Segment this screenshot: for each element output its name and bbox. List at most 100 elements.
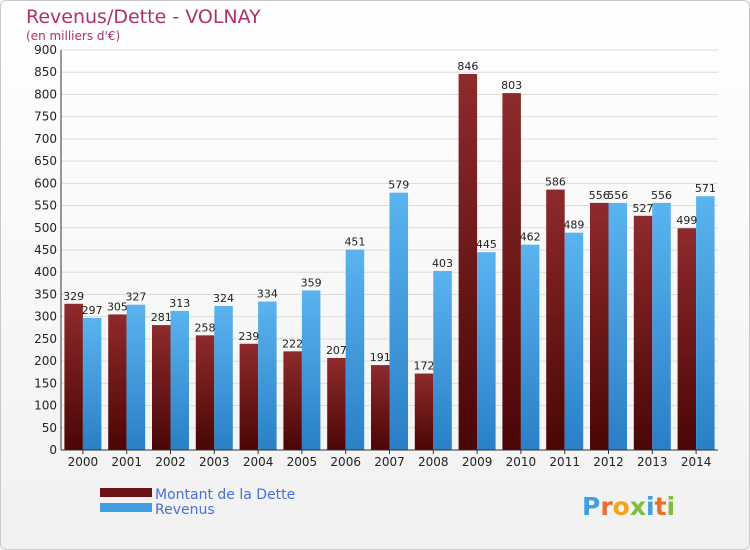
bar-dette-2001 [108,314,127,450]
data-label-dette: 258 [195,321,216,334]
data-label-dette: 305 [107,300,128,313]
chart-title: Revenus/Dette - VOLNAY [26,6,261,28]
bar-dette-2006 [327,358,346,450]
y-tick-label: 300 [34,310,57,324]
chart-subtitle: (en milliers d'€) [26,29,120,43]
y-tick-label: 0 [49,443,57,457]
bar-dette-2008 [414,373,434,450]
bar-revenus-2013 [652,202,671,450]
x-axis-ticks: 2000 2001 2002 2003 2004 2005 2006 2007 2008 2009… [68,450,712,469]
data-label-revenus: 313 [169,297,190,310]
proxiti-logo: Proxiti [582,492,675,521]
y-tick-label: 650 [34,154,57,168]
bar-revenus-2000 [82,318,102,450]
bar-revenus-2006 [345,249,365,450]
data-label-dette: 556 [589,189,610,202]
legend-swatch-dette [100,488,152,497]
data-label-revenus: 556 [607,189,628,202]
legend-label-revenus: Revenus [155,502,215,518]
x-tick-label: 2000 [68,455,99,469]
y-tick-label: 50 [42,421,57,435]
bar-revenus-2012 [608,202,627,450]
bar-dette-2000 [64,303,83,450]
y-tick-label: 450 [34,243,57,257]
data-label-revenus: 324 [213,292,234,305]
y-tick-label: 600 [34,176,57,190]
data-label-revenus: 451 [344,236,365,249]
x-tick-label: 2009 [462,455,493,469]
x-tick-label: 2002 [155,455,186,469]
x-tick-label: 2010 [506,455,537,469]
legend-label-dette: Montant de la Dette [155,487,295,503]
x-tick-label: 2001 [111,455,142,469]
y-tick-label: 100 [34,399,57,413]
bar-dette-2009 [458,74,478,450]
data-label-dette: 207 [326,344,347,357]
y-tick-label: 550 [34,199,57,213]
bar-dette-2003 [195,335,215,450]
y-tick-label: 500 [34,221,57,235]
bar-revenus-2009 [477,252,496,450]
data-label-dette: 329 [63,290,84,303]
legend-swatch-revenus [100,503,152,512]
legend: Montant de la Dette Revenus [100,487,295,518]
data-label-revenus: 297 [82,304,103,317]
data-label-dette: 803 [501,79,522,92]
y-tick-label: 150 [34,376,57,390]
bar-dette-2014 [677,228,697,450]
data-label-revenus: 462 [520,231,541,244]
data-label-dette: 527 [633,202,654,215]
data-label-dette: 846 [457,60,478,73]
data-label-revenus: 327 [125,291,146,304]
x-tick-label: 2008 [418,455,449,469]
x-tick-label: 2004 [243,455,274,469]
x-tick-label: 2011 [549,455,580,469]
data-label-revenus: 445 [476,238,497,251]
y-tick-label: 800 [34,87,57,101]
y-tick-label: 200 [34,354,57,368]
bar-revenus-2002 [170,310,189,450]
data-label-revenus: 359 [301,276,322,289]
bar-dette-2005 [283,351,302,450]
bar-dette-2007 [371,365,390,450]
data-label-revenus: 489 [563,219,584,232]
x-tick-label: 2007 [374,455,405,469]
x-tick-label: 2014 [681,455,712,469]
bar-dette-2002 [152,325,171,450]
data-label-revenus: 556 [651,189,672,202]
bar-revenus-2010 [520,244,540,450]
y-tick-label: 250 [34,332,57,346]
x-tick-label: 2005 [287,455,318,469]
x-tick-label: 2013 [637,455,668,469]
data-label-dette: 172 [414,360,435,373]
bars [64,74,715,451]
data-label-dette: 239 [238,330,259,343]
x-tick-label: 2006 [330,455,361,469]
y-tick-label: 400 [34,265,57,279]
bar-revenus-2014 [696,196,715,450]
data-label-revenus: 403 [432,257,453,270]
bar-revenus-2004 [258,301,277,450]
data-label-dette: 222 [282,337,303,350]
data-label-revenus: 334 [257,288,278,301]
data-label-revenus: 579 [388,179,409,192]
y-tick-label: 850 [34,65,57,79]
data-label-dette: 281 [151,311,172,324]
y-tick-label: 350 [34,287,57,301]
y-axis-ticks: 0 50 100 150 200 250 300 350 400 450 500 550 600 650 7… [34,43,57,457]
data-label-dette: 586 [545,176,566,189]
y-tick-label: 750 [34,110,57,124]
bar-revenus-2011 [564,232,584,450]
y-tick-label: 900 [34,43,57,57]
bar-revenus-2005 [301,290,321,450]
x-tick-label: 2012 [593,455,624,469]
data-label-dette: 191 [370,351,391,364]
bar-dette-2011 [546,189,565,451]
bar-revenus-2007 [389,192,408,450]
data-label-dette: 499 [676,214,697,227]
bar-revenus-2003 [214,306,233,450]
bar-revenus-2001 [126,304,146,450]
bar-dette-2004 [239,343,259,450]
